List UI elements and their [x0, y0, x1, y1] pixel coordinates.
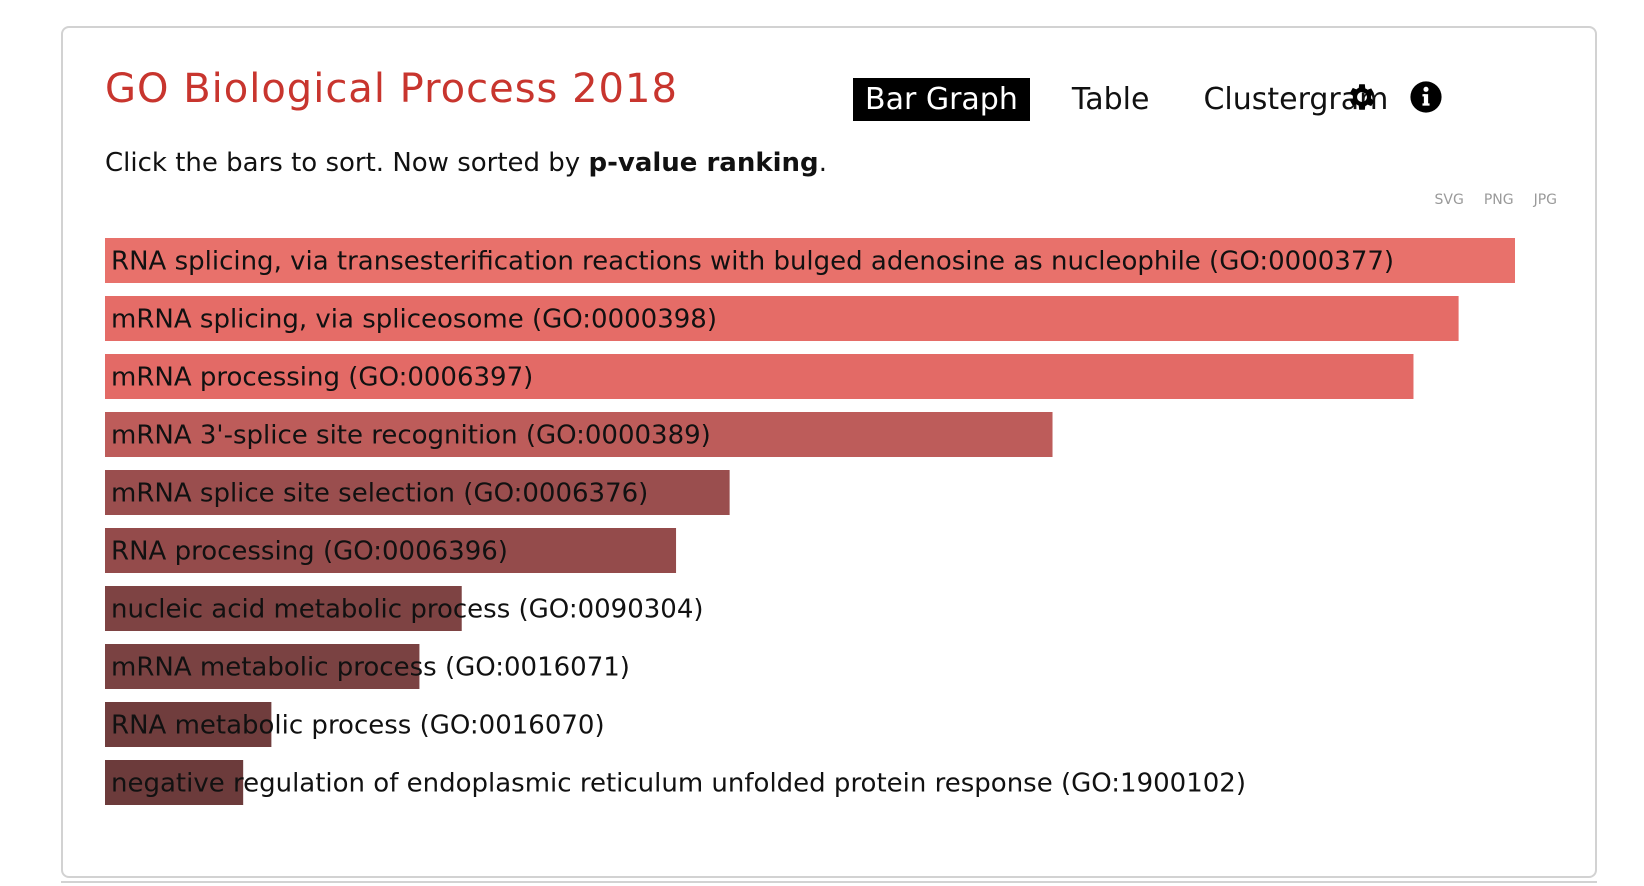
- bar[interactable]: [105, 238, 1515, 283]
- bar[interactable]: [105, 528, 677, 573]
- bar[interactable]: [105, 586, 462, 631]
- bar-label: mRNA processing (GO:0006397): [111, 363, 533, 393]
- bar-label: RNA processing (GO:0006396): [111, 537, 508, 567]
- bar[interactable]: [105, 470, 730, 515]
- tab-bar-graph[interactable]: Bar Graph: [853, 77, 1030, 121]
- tab-clustergram[interactable]: Clustergram: [1203, 81, 1389, 117]
- info-icon[interactable]: [1409, 80, 1443, 114]
- bar-label: negative regulation of endoplasmic retic…: [111, 769, 1246, 799]
- bar-label: mRNA 3'-splice site recognition (GO:0000…: [111, 421, 711, 451]
- bar-label: RNA metabolic process (GO:0016070): [111, 711, 605, 741]
- download-svg-link[interactable]: SVG: [1434, 192, 1464, 208]
- bar[interactable]: [105, 354, 1414, 399]
- bar[interactable]: [105, 702, 272, 747]
- bar[interactable]: [105, 412, 1053, 457]
- bar-label: mRNA splice site selection (GO:0006376): [111, 479, 648, 509]
- download-png-link[interactable]: PNG: [1483, 192, 1514, 208]
- download-links: SVG PNG JPG: [1415, 192, 1558, 208]
- bar-chart: RNA splicing, via transesterification re…: [105, 238, 1515, 805]
- results-panel: GO Biological Process 2018 Bar Graph Tab…: [61, 26, 1597, 878]
- view-tabs: Bar Graph Table Clustergram: [853, 76, 1430, 122]
- tab-table[interactable]: Table: [1071, 81, 1150, 117]
- download-jpg-link[interactable]: JPG: [1533, 192, 1557, 208]
- bar[interactable]: [105, 644, 420, 689]
- bar[interactable]: [105, 760, 244, 805]
- gear-icon[interactable]: [1345, 80, 1379, 114]
- next-panel-edge: [61, 881, 1597, 886]
- sort-instructions-text: Click the bars to sort. Now sorted by: [105, 148, 589, 178]
- bar-label: RNA splicing, via transesterification re…: [111, 247, 1394, 277]
- bar-label: mRNA metabolic process (GO:0016071): [111, 653, 630, 683]
- bar-label: mRNA splicing, via spliceosome (GO:00003…: [111, 305, 717, 335]
- bar-label: nucleic acid metabolic process (GO:00903…: [111, 595, 704, 625]
- sort-instructions-end: .: [818, 148, 827, 178]
- sort-instructions: Click the bars to sort. Now sorted by p-…: [105, 148, 827, 178]
- sort-key: p-value ranking: [588, 148, 819, 178]
- bar[interactable]: [105, 296, 1459, 341]
- page-title: GO Biological Process 2018: [105, 66, 678, 112]
